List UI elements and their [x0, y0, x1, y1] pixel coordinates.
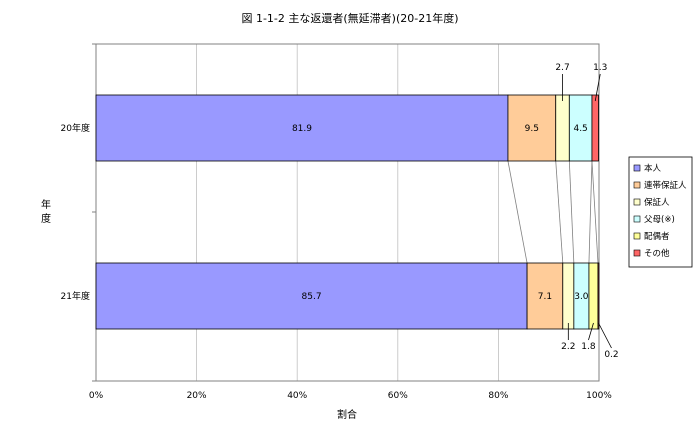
y-axis-title-char: 年 [41, 198, 51, 211]
data-label: 4.5 [573, 124, 587, 134]
bar-segment-連帯保証人 [507, 94, 557, 162]
legend-swatch-配偶者 [633, 232, 641, 240]
y-axis-title: 年度 [41, 198, 51, 225]
bar-segment-本人 [95, 94, 509, 162]
bar-segment-連帯保証人 [526, 262, 564, 330]
y-axis-title-char: 度 [41, 212, 51, 225]
legend-label: 本人 [644, 163, 662, 174]
legend-label: その他 [644, 248, 670, 259]
data-label: 0.2 [604, 350, 618, 360]
x-tick-label: 0% [89, 391, 104, 401]
data-label: 1.3 [593, 63, 607, 73]
series-connector-line [591, 160, 599, 264]
legend-swatch-その他 [633, 249, 641, 257]
legend-swatch-父母- [633, 215, 641, 223]
legend-label: 配偶者 [644, 231, 670, 242]
legend-label: 保証人 [644, 197, 670, 208]
x-tick-label: 80% [488, 391, 508, 401]
series-connector-line [555, 160, 564, 264]
bar-segment-保証人 [555, 94, 570, 162]
data-label: 3.0 [574, 292, 589, 302]
y-tick-label: 21年度 [61, 290, 90, 302]
bar-segment-配偶者 [588, 262, 599, 330]
plot-area: 0% 20% 40% 60% 80% 100% 20年度 21年度 81.9 9.5 4.5 2.7 1… [61, 43, 619, 401]
legend-swatch-本人 [633, 164, 641, 172]
series-connector-line [588, 160, 593, 264]
x-tick-label: 60% [388, 391, 408, 401]
bar-segment-その他 [597, 262, 600, 330]
chart-title: 図 1-1-2 主な返還者(無延滞者)(20-21年度) [241, 11, 458, 25]
data-label: 1.8 [581, 342, 596, 352]
x-tick-label: 20% [187, 391, 207, 401]
x-tick-label: 100% [586, 391, 612, 401]
bar-segment-その他 [591, 94, 599, 162]
data-label: 85.7 [302, 292, 322, 302]
data-label-leader [598, 322, 612, 349]
plot-background [96, 44, 599, 381]
x-tick-label: 40% [287, 391, 307, 401]
x-axis-title: 割合 [337, 408, 357, 421]
data-label: 2.2 [561, 342, 575, 352]
legend-box [628, 156, 693, 268]
data-label: 81.9 [292, 124, 312, 134]
data-label: 7.1 [538, 292, 552, 302]
data-label-leader [594, 73, 601, 102]
legend-label: 連帯保証人 [644, 180, 687, 191]
series-connector-line [568, 160, 575, 264]
data-label: 9.5 [525, 124, 539, 134]
y-tick-label: 20年度 [61, 122, 90, 134]
data-label-leader [588, 322, 594, 341]
data-label: 2.7 [555, 63, 569, 73]
bar-segment-保証人 [562, 262, 575, 330]
bar-segment-本人 [95, 262, 528, 330]
legend-swatch-保証人 [633, 198, 641, 206]
series-connector-line [507, 160, 528, 264]
legend-swatch-連帯保証人 [633, 181, 641, 189]
legend-label: 父母(※) [644, 215, 675, 225]
